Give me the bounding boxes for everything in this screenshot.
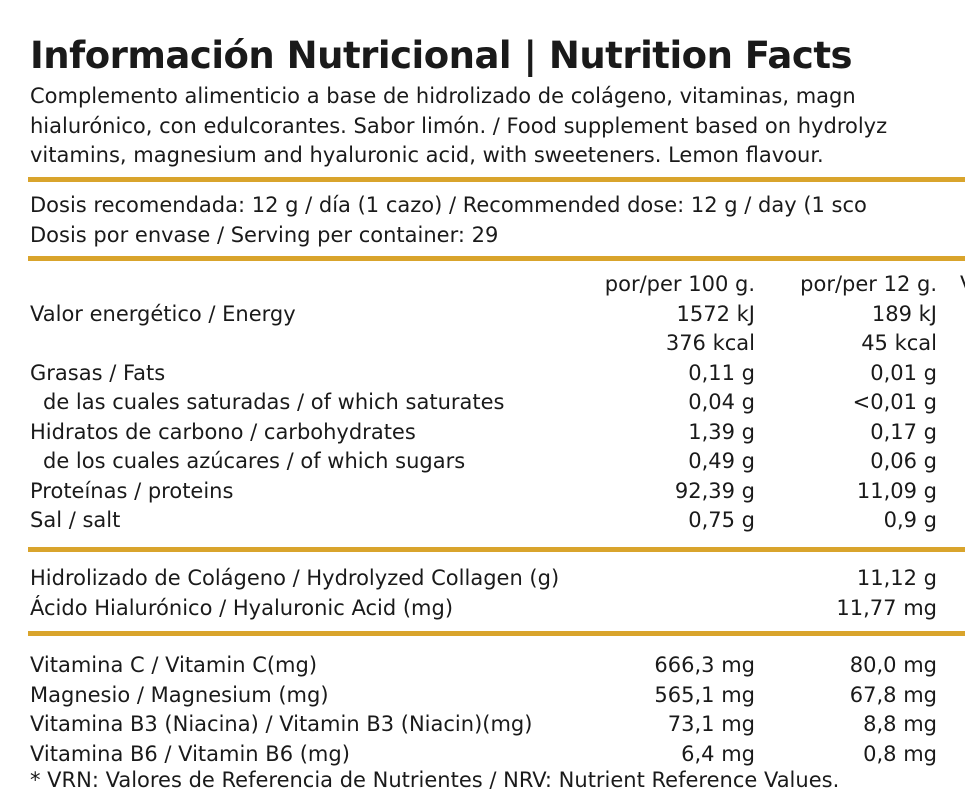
column-header-row: por/per 100 g. por/per 12 g. V [30, 270, 965, 300]
description-line: Complemento alimenticio a base de hidrol… [30, 84, 856, 108]
table-row: Hidratos de carbono / carbohydrates 1,39… [30, 418, 965, 448]
vitamin-label: Magnesio / Magnesium (mg) [30, 682, 329, 707]
value-per-100g: 1,39 g [688, 419, 755, 444]
vitamin-label: Vitamina B6 / Vitamin B6 (mg) [30, 741, 350, 766]
value-per-100g: 376 kcal [665, 331, 755, 355]
value-per-12g: <0,01 g [852, 390, 937, 414]
table-row: Proteínas / proteins 92,39 g 11,09 g [30, 477, 965, 507]
value-per-12g: 11,12 g [856, 566, 937, 590]
vitamin-label: Vitamina C / Vitamin C(mg) [30, 653, 318, 677]
table-row: Grasas / Fats 0,11 g 0,01 g [30, 359, 965, 389]
value-per-100g: 666,3 mg [654, 653, 755, 677]
active-label: Ácido Hialurónico / Hyaluronic Acid (mg) [30, 595, 454, 620]
value-per-100g: 1572 kJ [676, 301, 755, 326]
table-row: Hidrolizado de Colágeno / Hydrolyzed Col… [30, 564, 965, 594]
divider [28, 256, 965, 261]
value-per-12g: 0,01 g [870, 360, 937, 385]
table-row: Ácido Hialurónico / Hyaluronic Acid (mg)… [30, 594, 965, 624]
nutrient-label: Grasas / Fats [30, 360, 166, 385]
product-description: Complemento alimenticio a base de hidrol… [30, 82, 965, 171]
nutrient-label: de las cuales saturadas / of which satur… [43, 390, 505, 414]
recommended-dose: Dosis recomendada: 12 g / día (1 cazo) /… [30, 193, 867, 217]
table-row: Vitamina B3 (Niacina) / Vitamin B3 (Niac… [30, 710, 965, 740]
value-per-12g: 0,8 mg [863, 741, 937, 766]
footnote: * VRN: Valores de Referencia de Nutrient… [30, 768, 840, 792]
value-per-12g: 8,8 mg [863, 712, 937, 736]
table-row: de las cuales saturadas / of which satur… [30, 388, 965, 418]
actives-table: Hidrolizado de Colágeno / Hydrolyzed Col… [30, 564, 965, 623]
value-per-100g: 0,04 g [688, 390, 755, 414]
column-header-per-12g: por/per 12 g. [800, 272, 937, 296]
value-per-12g: 67,8 mg [849, 682, 937, 707]
table-row: 376 kcal 45 kcal [30, 329, 965, 359]
value-per-12g: 11,09 g [856, 478, 937, 503]
table-row: Sal / salt 0,75 g 0,9 g [30, 506, 965, 536]
nutrient-label: Valor energético / Energy [30, 301, 296, 326]
value-per-100g: 565,1 mg [654, 682, 755, 707]
nutrient-label: Proteínas / proteins [30, 478, 234, 503]
value-per-100g: 0,11 g [688, 360, 755, 385]
description-line: vitamins, magnesium and hyaluronic acid,… [30, 143, 824, 167]
value-per-100g: 0,75 g [688, 508, 755, 532]
value-per-100g: 92,39 g [674, 478, 755, 503]
value-per-100g: 73,1 mg [667, 712, 755, 736]
value-per-12g: 45 kcal [861, 331, 937, 355]
value-per-12g: 0,9 g [883, 508, 937, 532]
vitamin-label: Vitamina B3 (Niacina) / Vitamin B3 (Niac… [30, 712, 533, 736]
dose-section: Dosis recomendada: 12 g / día (1 cazo) /… [30, 191, 965, 250]
nutrient-label: de los cuales azúcares / of which sugars [43, 449, 466, 473]
divider [28, 631, 965, 636]
divider [28, 177, 965, 182]
column-header-nrv: V [960, 270, 965, 300]
value-per-12g: 80,0 mg [849, 653, 937, 677]
description-line: hialurónico, con edulcorantes. Sabor lim… [30, 113, 888, 138]
servings-per-container: Dosis por envase / Serving per container… [30, 222, 499, 247]
active-label: Hidrolizado de Colágeno / Hydrolyzed Col… [30, 566, 560, 590]
value-per-12g: 11,77 mg [836, 595, 937, 620]
page-title: Información Nutricional | Nutrition Fact… [30, 34, 853, 77]
column-header-per-100g: por/per 100 g. [604, 272, 755, 296]
nutrient-label: Sal / salt [30, 508, 121, 532]
divider [28, 547, 965, 552]
value-per-12g: 189 kJ [871, 301, 937, 326]
table-row: Vitamina C / Vitamin C(mg) 666,3 mg 80,0… [30, 651, 965, 681]
nutrition-table: por/per 100 g. por/per 12 g. V Valor ene… [30, 270, 965, 536]
table-row: de los cuales azúcares / of which sugars… [30, 447, 965, 477]
value-per-100g: 6,4 mg [681, 741, 755, 766]
table-row: Valor energético / Energy 1572 kJ 189 kJ [30, 300, 965, 330]
table-row: Magnesio / Magnesium (mg) 565,1 mg 67,8 … [30, 681, 965, 711]
table-row: Vitamina B6 / Vitamin B6 (mg) 6,4 mg 0,8… [30, 740, 965, 770]
value-per-100g: 0,49 g [688, 449, 755, 473]
value-per-12g: 0,17 g [870, 419, 937, 444]
value-per-12g: 0,06 g [870, 449, 937, 473]
vitamins-table: Vitamina C / Vitamin C(mg) 666,3 mg 80,0… [30, 651, 965, 769]
nutrient-label: Hidratos de carbono / carbohydrates [30, 419, 416, 444]
